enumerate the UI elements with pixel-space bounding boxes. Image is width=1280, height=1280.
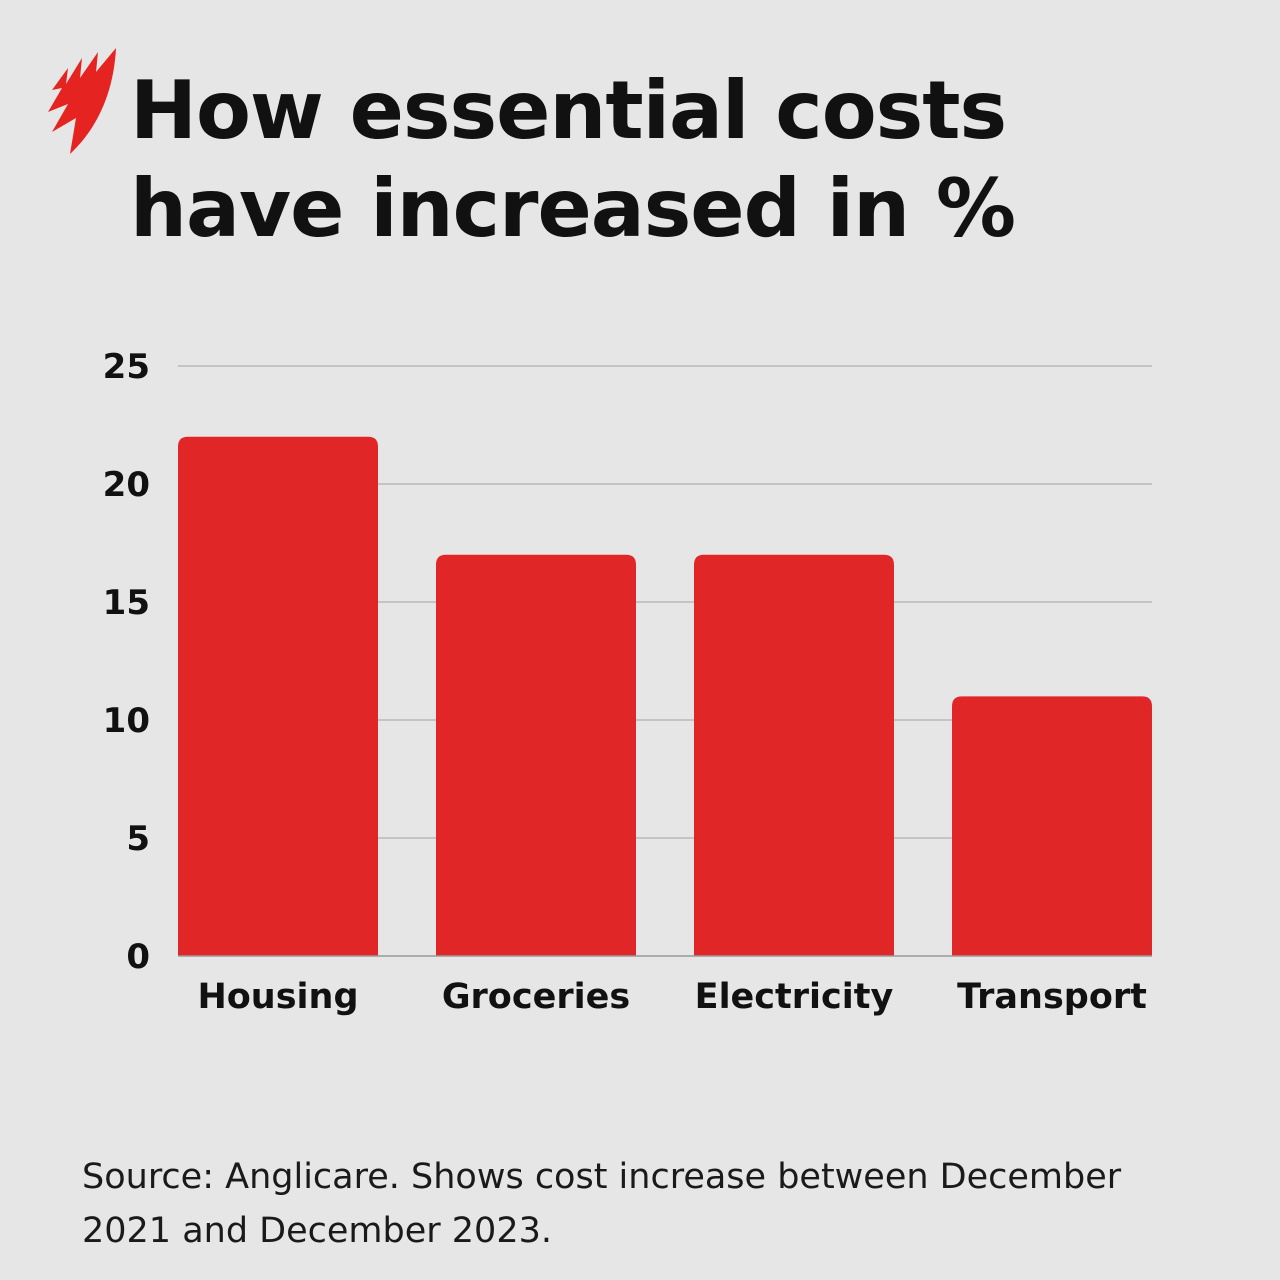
y-tick-label: 25 (103, 347, 150, 387)
x-tick-label: Groceries (442, 977, 630, 1017)
y-tick-label: 15 (103, 583, 150, 623)
x-tick-label: Housing (197, 977, 358, 1017)
bar-electricity (694, 554, 894, 956)
x-tick-label: Electricity (695, 977, 894, 1017)
y-tick-label: 20 (103, 465, 150, 505)
x-tick-label: Transport (957, 977, 1147, 1017)
bar-transport (952, 696, 1152, 956)
source-note: Source: Anglicare. Shows cost increase b… (82, 1157, 1122, 1251)
y-tick-label: 10 (103, 701, 150, 741)
y-tick-label: 0 (126, 937, 150, 977)
title-line-2: have increased in % (130, 162, 1016, 255)
bar-groceries (436, 554, 636, 956)
sbs-logo-icon (48, 48, 116, 154)
bar-housing (178, 436, 378, 956)
bar-chart: 0 5 10 15 20 25 Housing Groceries Electricity Tra… (103, 347, 1152, 1017)
title-line-1: How essential costs (130, 64, 1007, 157)
chart-title: How essential costs have increased in % (130, 62, 1016, 258)
y-tick-label: 5 (126, 819, 150, 859)
